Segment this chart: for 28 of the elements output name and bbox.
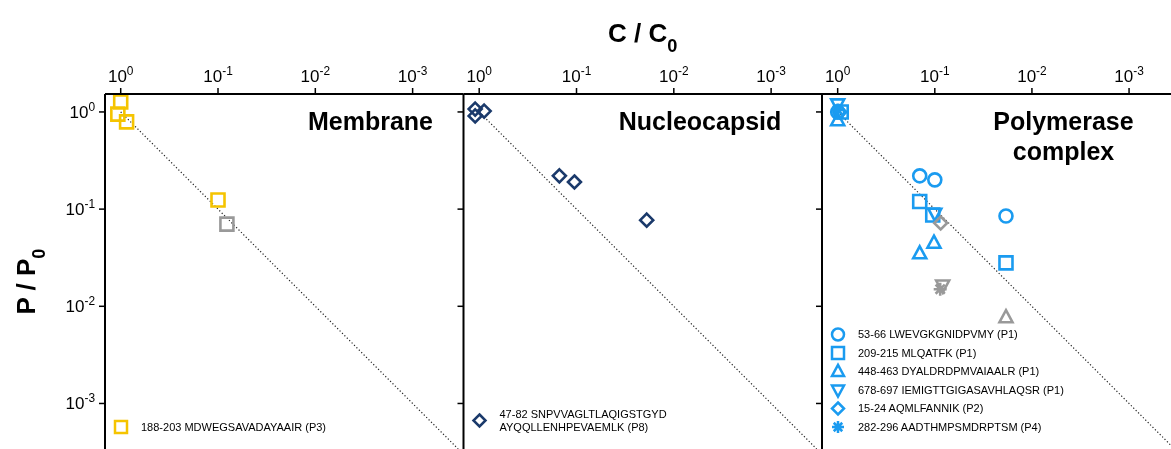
- text: Nucleocapsid: [618, 107, 782, 135]
- legend-label: 209-215 MLQATFK (P1): [858, 346, 977, 359]
- x-tick-label: 10$^{0}$: [107, 64, 134, 86]
- x-tick-label: 10$^{-2}$: [1017, 64, 1048, 86]
- x-tick-label: 10$^{-3}$: [1114, 64, 1145, 86]
- x-tick-label: 10$^{-1}$: [203, 64, 234, 86]
- x-tick-label: 10$^{-2}$: [300, 64, 331, 86]
- x-axis-title: C / C$_{0}$: [608, 18, 678, 56]
- legend-label: 678-697 IEMIGTTGIGASAVHLAQSR (P1): [858, 383, 1064, 396]
- legend-label: 15-24 AQMLFANNIK (P2): [858, 402, 984, 414]
- y-tick-label: 10$^{-3}$: [65, 391, 96, 414]
- legend-label: 47-82 SNPVVAGLTLAQIGSTGYD AYQQLLENHPEVAEMLK (P8): [499, 407, 667, 433]
- text: Membrane: [307, 107, 434, 135]
- x-tick-label: 10$^{-2}$: [659, 64, 689, 86]
- x-tick-label: 10$^{-3}$: [397, 64, 428, 86]
- x-tick-label: 10$^{-3}$: [756, 64, 787, 86]
- legend-label: 282-296 AADTHMPSMDRPTSM (P4): [858, 420, 1042, 433]
- legend-label: 188-203 MDWEGSAVADAYAAIR (P3): [141, 420, 327, 433]
- x-tick-label: 10$^{0}$: [466, 64, 493, 86]
- x-tick-label: 10$^{0}$: [824, 64, 851, 86]
- y-tick-label: 10$^{-2}$: [65, 294, 96, 317]
- legend-label: 448-463 DYALDRDPMVAIAALR (P1): [858, 365, 1040, 377]
- text: Polymerase complex: [993, 107, 1134, 165]
- legend-label: 53-66 LWEVGKGNIDPVMY (P1): [858, 328, 1018, 340]
- y-tick-label: 10$^{-1}$: [65, 197, 96, 220]
- x-tick-label: 10$^{-1}$: [561, 64, 592, 86]
- x-tick-label: 10$^{-1}$: [920, 64, 950, 86]
- y-tick-label: 10$^{0}$: [69, 99, 96, 122]
